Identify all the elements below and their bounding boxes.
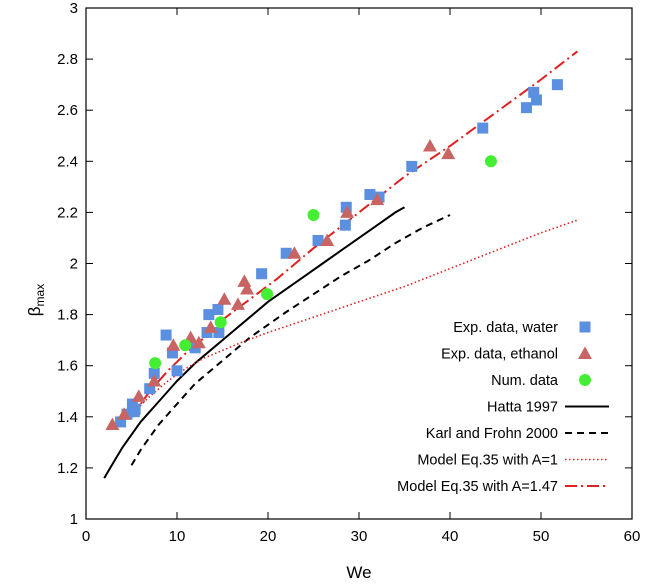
series-line-4 bbox=[130, 214, 451, 466]
data-point-triangle bbox=[320, 233, 335, 247]
x-axis-label: We bbox=[346, 563, 371, 582]
data-point-triangle bbox=[287, 246, 302, 259]
data-point-triangle bbox=[230, 297, 245, 310]
data-point-square bbox=[312, 235, 324, 247]
legend-label: Exp. data, water bbox=[453, 320, 558, 336]
data-point-triangle bbox=[166, 338, 181, 351]
data-point-square bbox=[477, 122, 489, 134]
y-tick-label: 2.6 bbox=[57, 102, 78, 119]
data-point-circle bbox=[179, 339, 192, 352]
y-tick-label: 2.4 bbox=[57, 153, 78, 170]
data-point-square bbox=[406, 160, 418, 172]
legend-label: Model Eq.35 with A=1.47 bbox=[397, 479, 558, 495]
data-point-square bbox=[213, 326, 225, 338]
data-point-triangle bbox=[131, 389, 146, 402]
legend-label: Exp. data, ethanol bbox=[441, 347, 558, 363]
legend-label: Hatta 1997 bbox=[487, 400, 558, 416]
data-point-triangle bbox=[340, 205, 355, 218]
data-point-triangle bbox=[105, 417, 120, 430]
y-tick-label: 3 bbox=[70, 0, 78, 17]
data-point-square bbox=[148, 367, 160, 379]
y-tick-label: 2 bbox=[70, 256, 78, 273]
data-point-triangle bbox=[217, 292, 232, 305]
data-point-square bbox=[160, 329, 172, 341]
x-tick-label: 50 bbox=[533, 528, 550, 545]
x-tick-label: 30 bbox=[351, 528, 368, 545]
data-point-circle bbox=[484, 155, 497, 168]
data-point-triangle bbox=[237, 274, 252, 287]
y-axis-label: βmax bbox=[25, 284, 47, 316]
series-markers bbox=[105, 79, 563, 430]
x-tick-label: 10 bbox=[169, 528, 186, 545]
y-tick-label: 1.6 bbox=[57, 358, 78, 375]
data-point-triangle bbox=[147, 374, 162, 387]
series-line-5 bbox=[130, 219, 578, 415]
data-point-square bbox=[530, 94, 542, 106]
data-point-circle bbox=[261, 288, 274, 301]
y-tick-label: 1.2 bbox=[57, 460, 78, 477]
data-point-triangle bbox=[191, 335, 206, 349]
data-point-square bbox=[128, 406, 140, 418]
x-tick-label: 0 bbox=[82, 528, 90, 545]
x-tick-label: 40 bbox=[442, 528, 459, 545]
y-axis-label-main: β bbox=[25, 306, 44, 316]
legend-marker-triangle bbox=[578, 346, 592, 359]
y-tick-label: 1 bbox=[70, 511, 78, 528]
data-point-square bbox=[520, 102, 532, 114]
data-point-square bbox=[551, 79, 563, 91]
data-point-square bbox=[280, 247, 292, 259]
legend-marker-circle bbox=[579, 374, 591, 386]
series-line-3 bbox=[103, 206, 405, 479]
x-tick-label: 60 bbox=[624, 528, 641, 545]
data-point-square bbox=[171, 365, 183, 377]
y-tick-labels: 1 1.2 1.4 1.6 1.8 2 2.2 2.4 2.6 2.8 3 bbox=[57, 0, 78, 528]
data-point-triangle bbox=[422, 138, 437, 152]
x-tick-label: 20 bbox=[260, 528, 277, 545]
y-tick-label: 2.2 bbox=[57, 204, 78, 221]
data-point-circle bbox=[149, 357, 162, 370]
data-point-square bbox=[212, 303, 224, 315]
legend-marker-square bbox=[579, 321, 591, 333]
y-axis-label-sub: max bbox=[33, 284, 47, 307]
legend-label: Karl and Frohn 2000 bbox=[426, 426, 558, 442]
data-point-circle bbox=[307, 208, 320, 221]
plot-frame bbox=[85, 7, 633, 520]
data-point-square bbox=[115, 416, 127, 428]
legend-label: Num. data bbox=[491, 373, 559, 389]
axis-ticks bbox=[85, 7, 633, 520]
data-point-square bbox=[364, 189, 376, 201]
data-point-circle bbox=[214, 316, 227, 329]
y-tick-label: 1.8 bbox=[57, 307, 78, 324]
x-tick-labels: 0 10 20 30 40 50 60 bbox=[82, 528, 641, 545]
data-point-triangle bbox=[203, 320, 218, 333]
legend: Exp. data, water Exp. data, ethanol Num. d… bbox=[397, 320, 609, 495]
data-point-triangle bbox=[240, 282, 255, 295]
data-point-square bbox=[203, 309, 215, 321]
data-point-square bbox=[144, 383, 156, 395]
data-point-square bbox=[166, 347, 178, 359]
data-point-square bbox=[339, 219, 351, 231]
data-point-square bbox=[528, 86, 540, 98]
data-point-triangle bbox=[370, 192, 385, 206]
y-tick-label: 1.4 bbox=[57, 409, 78, 426]
data-point-square bbox=[256, 268, 268, 280]
y-tick-label: 2.8 bbox=[57, 51, 78, 68]
data-point-triangle bbox=[117, 407, 132, 420]
data-point-triangle bbox=[441, 146, 456, 160]
legend-label: Model Eq.35 with A=1 bbox=[417, 453, 558, 469]
